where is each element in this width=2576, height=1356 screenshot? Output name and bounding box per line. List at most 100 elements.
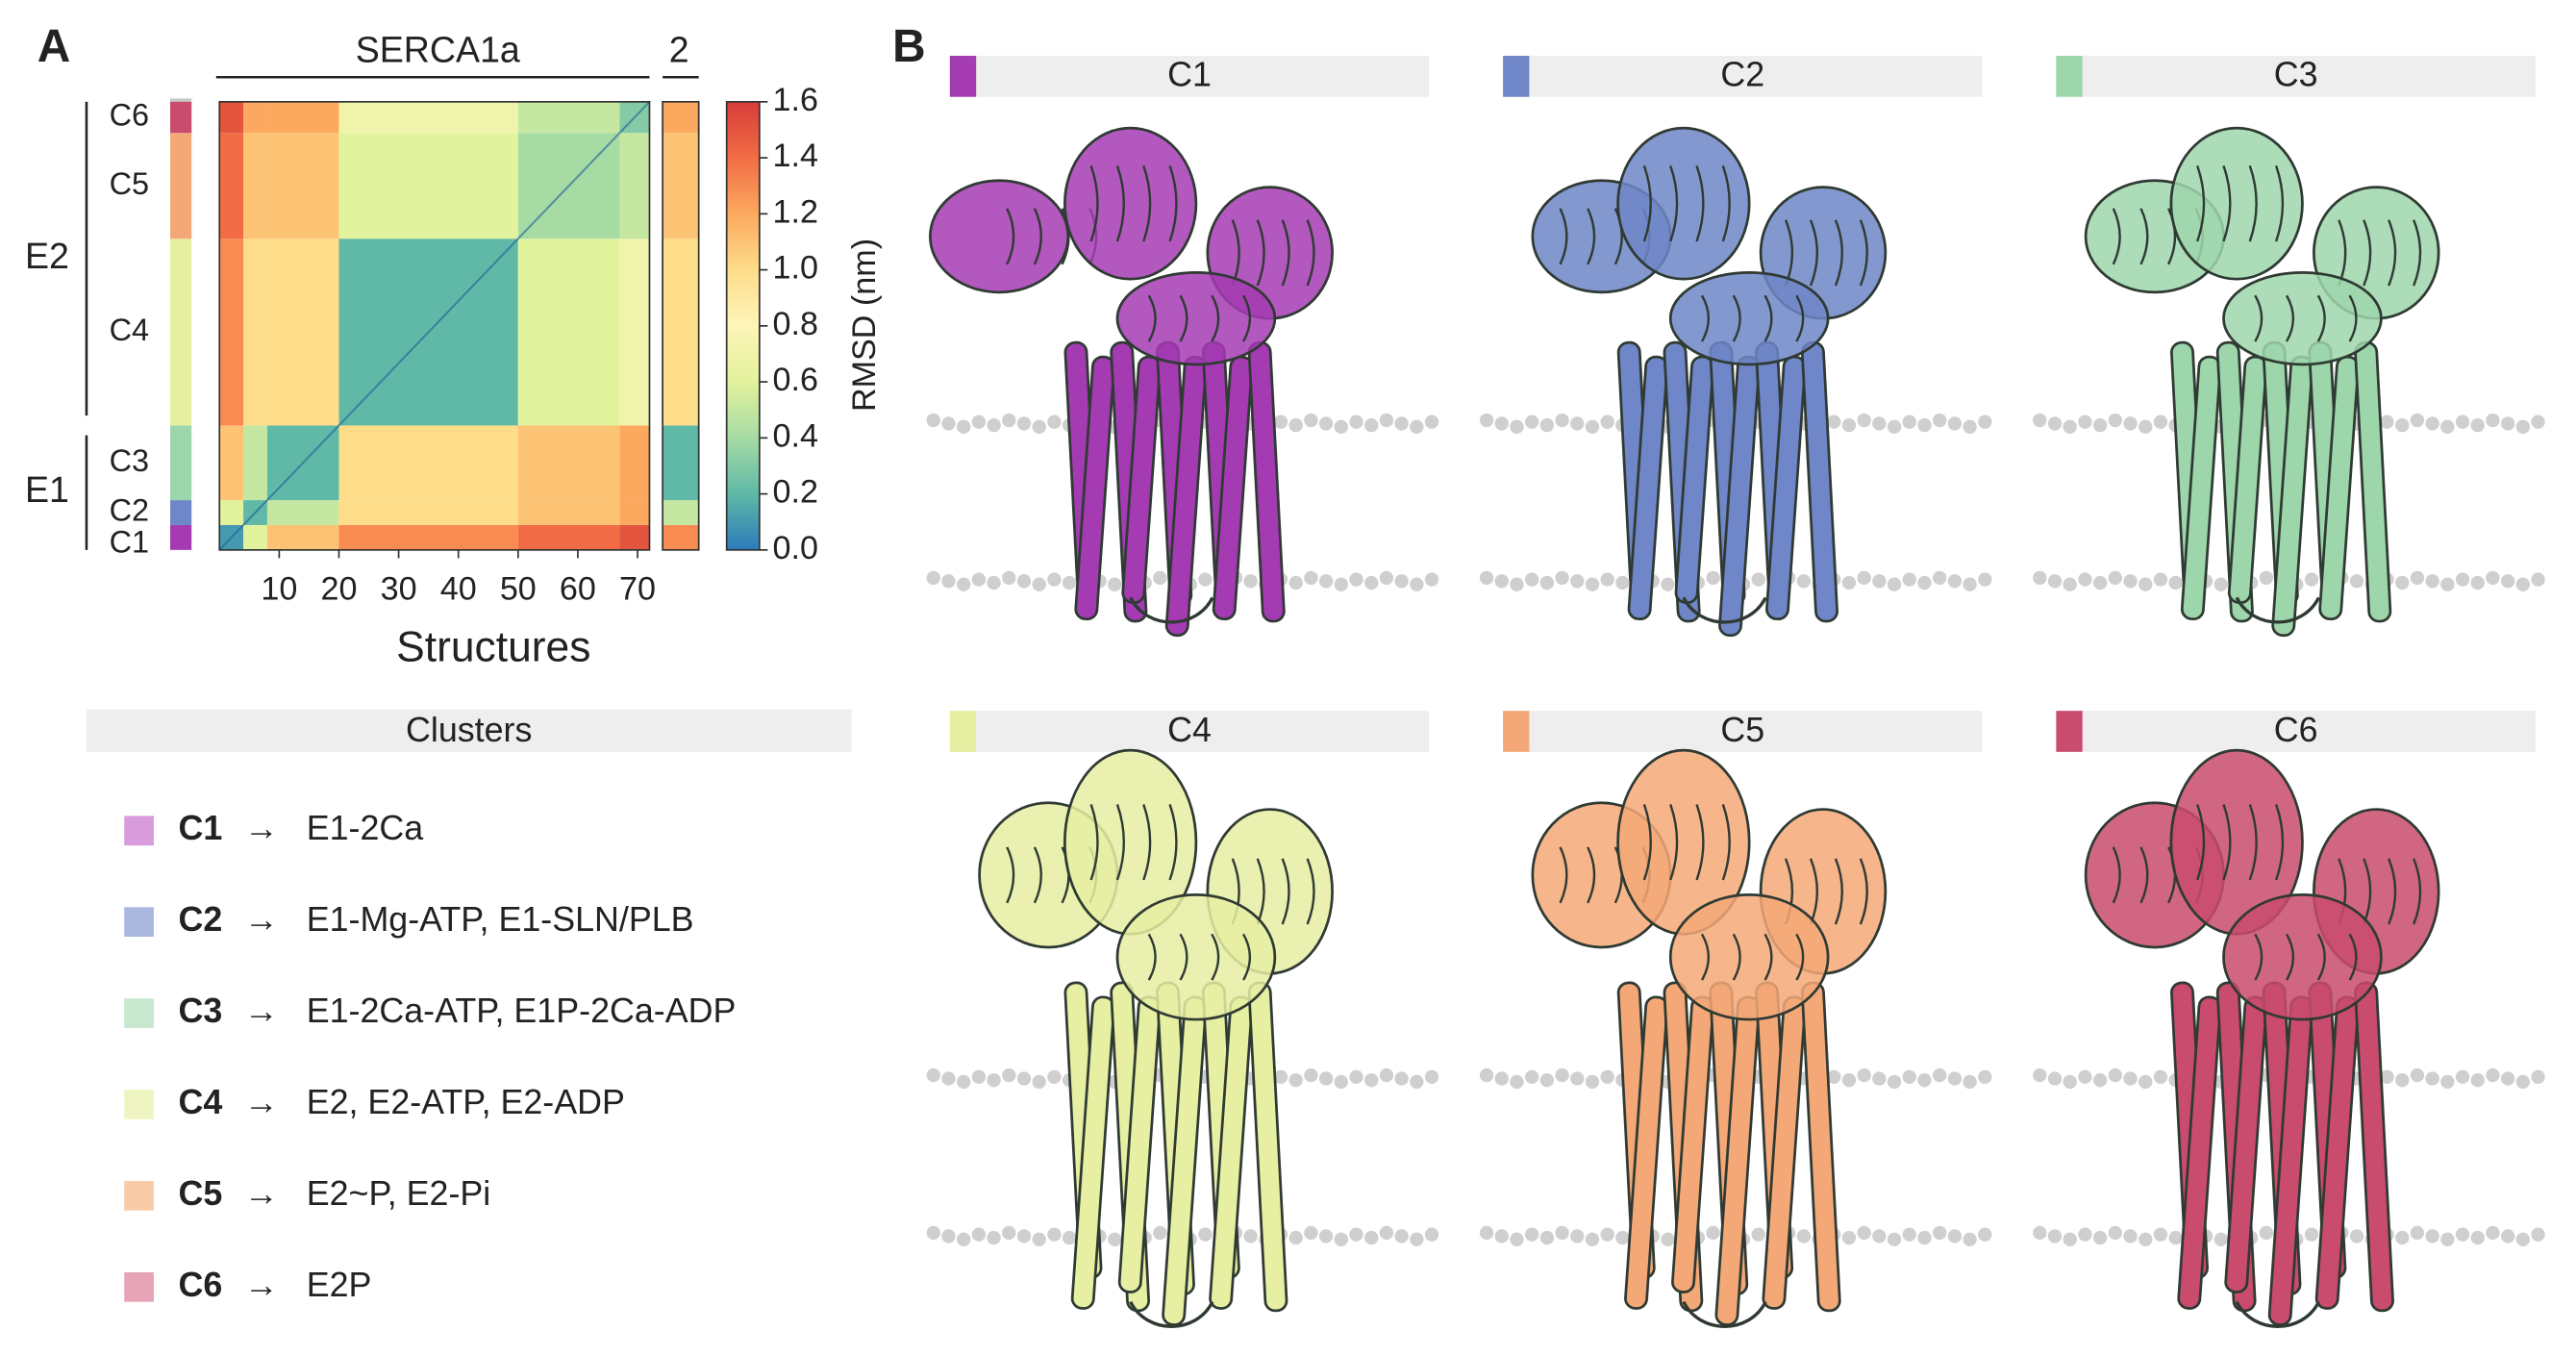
legend-arrow: → <box>244 992 279 1030</box>
coil <box>1006 846 1015 904</box>
coil <box>2274 165 2285 242</box>
protein <box>926 126 1439 638</box>
legend-arrow: → <box>244 809 279 847</box>
coil <box>2348 933 2358 981</box>
coil <box>2286 294 2295 342</box>
coil <box>1089 804 1099 881</box>
membrane-bead <box>1410 1074 1424 1090</box>
membrane-bead <box>1288 1230 1303 1245</box>
protein <box>2033 126 2545 638</box>
membrane-bead <box>1108 577 1122 591</box>
membrane-bead <box>1364 1230 1379 1245</box>
membrane-bead <box>1524 1227 1539 1242</box>
coil <box>1721 165 1731 242</box>
membrane-bead <box>2123 416 2138 431</box>
membrane-bead <box>2033 570 2047 586</box>
coil <box>1006 208 1015 265</box>
membrane-bead <box>2486 570 2500 586</box>
membrane-bead <box>1585 1232 1600 1246</box>
membrane-bead <box>1032 1074 1046 1090</box>
colorbar-tick-label: 1.4 <box>772 138 817 174</box>
coil <box>1732 294 1741 342</box>
coil <box>1795 294 1805 342</box>
tile-header <box>2056 711 2536 752</box>
tile-header <box>949 711 1430 752</box>
membrane-bead <box>1539 1230 1555 1245</box>
membrane-bead <box>2470 1230 2485 1245</box>
membrane-bead <box>1872 1071 1887 1086</box>
helix <box>1800 981 1841 1313</box>
membrane-bead <box>1424 1227 1439 1242</box>
heatmap-cell <box>338 425 518 501</box>
membrane-bead <box>1539 417 1555 433</box>
x-tick-label: 70 <box>619 571 656 608</box>
coil <box>1763 933 1773 981</box>
membrane-bead <box>2092 1073 2108 1088</box>
membrane-bead <box>971 572 987 587</box>
membrane-bead <box>987 1230 1001 1245</box>
coil <box>2286 933 2295 981</box>
membrane-bead <box>957 419 971 434</box>
membrane-bead <box>2168 1230 2183 1245</box>
tile-title: C5 <box>1720 711 1764 749</box>
domain <box>2169 126 2304 281</box>
membrane-bead <box>1002 1225 1016 1241</box>
membrane-bead <box>1585 1074 1600 1090</box>
legend-swatch <box>124 1090 154 1119</box>
legend-cluster: C6 <box>179 1266 223 1304</box>
membrane-bead <box>1978 414 1992 429</box>
cluster-swatch <box>170 239 192 426</box>
membrane-bead <box>2033 413 2047 428</box>
coil <box>2222 165 2232 242</box>
membrane-bead <box>1424 572 1439 587</box>
colorbar-tick-label: 1.0 <box>772 250 817 287</box>
tile-header <box>949 56 1430 97</box>
membrane-bead <box>2047 1071 2063 1086</box>
membrane-bead <box>2063 577 2077 591</box>
legend-cluster: C5 <box>179 1174 223 1213</box>
coil <box>2196 804 2206 881</box>
membrane-bead <box>1479 570 1494 586</box>
legend-swatch <box>124 1181 154 1211</box>
legend-arrow: → <box>244 1266 279 1304</box>
membrane-bead <box>1857 413 1871 428</box>
membrane-bead <box>1963 577 1977 591</box>
coil <box>2139 846 2149 904</box>
helix <box>1624 995 1669 1310</box>
membrane-bead <box>2304 1227 2319 1242</box>
membrane-bead <box>1047 572 1062 587</box>
coil <box>2254 933 2263 981</box>
membrane-bead <box>1600 414 1614 429</box>
membrane-bead <box>987 1073 1001 1088</box>
membrane-bead <box>1963 1074 1977 1090</box>
membrane-bead <box>2092 575 2108 590</box>
membrane-bead <box>1002 570 1016 586</box>
heatmap-cell <box>243 524 267 550</box>
membrane-bead <box>2153 414 2168 429</box>
legend-cluster: C4 <box>179 1083 223 1121</box>
membrane-bead <box>1827 1069 1841 1084</box>
membrane-bead <box>1872 1229 1887 1243</box>
membrane-bead <box>1917 575 1932 590</box>
membrane-bead <box>2078 1227 2092 1242</box>
membrane-bead <box>1841 575 1857 590</box>
membrane-bead <box>1947 574 1963 589</box>
membrane-bead <box>971 1069 987 1084</box>
x-tick-label: 50 <box>500 571 537 608</box>
coil <box>1033 208 1042 265</box>
heatmap-cell <box>219 101 244 134</box>
coil <box>1306 858 1315 925</box>
state-label: E1 <box>25 469 69 510</box>
heatmap-cell <box>266 500 339 525</box>
legend-swatch <box>124 1271 154 1302</box>
membrane-bead <box>1318 1229 1334 1243</box>
membrane-bead <box>1857 1225 1871 1241</box>
membrane-bead <box>2395 417 2410 433</box>
colorbar-tick-label: 1.2 <box>772 193 817 230</box>
membrane-bead <box>987 575 1001 590</box>
panel-label: B <box>892 21 926 72</box>
coil <box>1587 208 1596 265</box>
membrane-bead <box>1796 1229 1812 1243</box>
membrane-bead <box>2470 1073 2485 1088</box>
membrane-bead <box>1524 414 1539 429</box>
